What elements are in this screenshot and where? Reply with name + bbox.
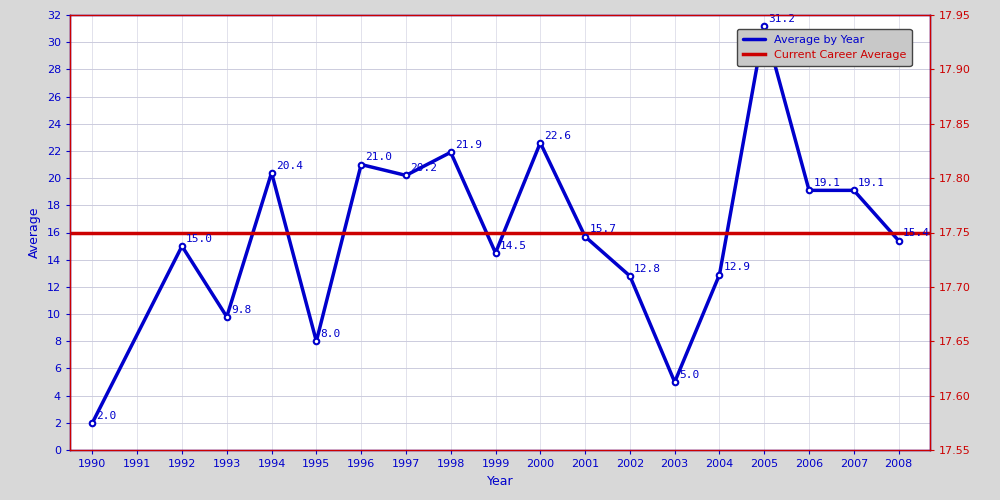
Average by Year — [713, 272, 725, 278]
Text: 12.9: 12.9 — [724, 262, 751, 272]
Average by Year — [579, 234, 591, 239]
X-axis label: Year: Year — [487, 474, 513, 488]
Text: 20.2: 20.2 — [410, 163, 437, 173]
Legend: Average by Year, Current Career Average: Average by Year, Current Career Average — [737, 30, 912, 66]
Average by Year — [221, 314, 233, 320]
Text: 31.2: 31.2 — [768, 14, 795, 24]
Average by Year — [624, 273, 636, 279]
Text: 21.0: 21.0 — [365, 152, 392, 162]
Average by Year — [534, 140, 546, 146]
Text: 22.6: 22.6 — [544, 130, 571, 140]
Text: 5.0: 5.0 — [679, 370, 699, 380]
Average by Year — [669, 379, 681, 385]
Text: 12.8: 12.8 — [634, 264, 661, 274]
Text: 15.7: 15.7 — [589, 224, 616, 234]
Average by Year — [893, 238, 905, 244]
Text: 8.0: 8.0 — [321, 329, 341, 339]
Text: 20.4: 20.4 — [276, 160, 303, 170]
Average by Year — [266, 170, 278, 175]
Average by Year — [310, 338, 322, 344]
Text: 2.0: 2.0 — [97, 410, 117, 420]
Average by Year — [803, 188, 815, 194]
Average by Year — [490, 250, 502, 256]
Average by Year — [445, 150, 457, 156]
Text: 19.1: 19.1 — [858, 178, 885, 188]
Line: Average by Year: Average by Year — [92, 26, 899, 423]
Text: 15.4: 15.4 — [903, 228, 930, 238]
Y-axis label: Average: Average — [28, 207, 41, 258]
Average by Year — [86, 420, 98, 426]
Average by Year — [176, 243, 188, 249]
Average by Year — [355, 162, 367, 168]
Text: 9.8: 9.8 — [231, 304, 251, 314]
Text: 15.0: 15.0 — [186, 234, 213, 244]
Text: 19.1: 19.1 — [813, 178, 840, 188]
Average by Year — [400, 172, 412, 178]
Text: 21.9: 21.9 — [455, 140, 482, 150]
Text: 14.5: 14.5 — [500, 240, 527, 250]
Average by Year — [848, 188, 860, 194]
Average by Year — [758, 23, 770, 29]
